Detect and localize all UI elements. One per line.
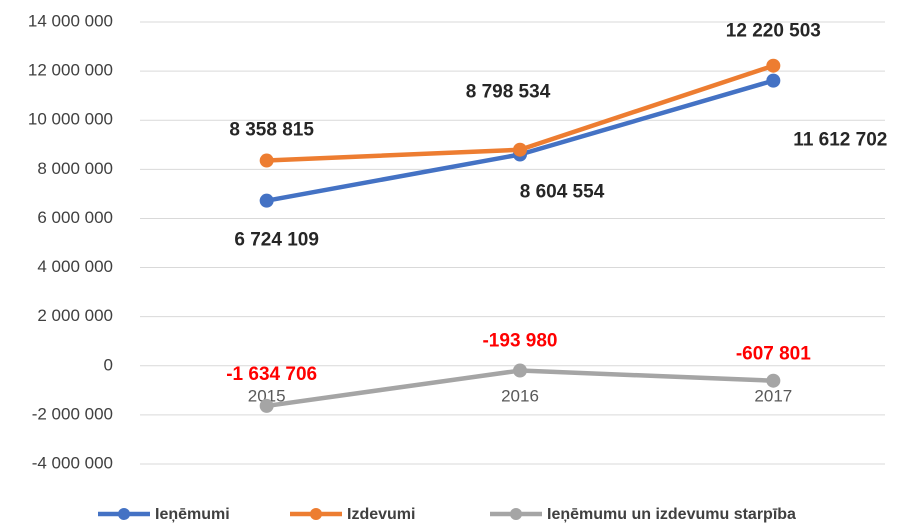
- point: [259, 398, 274, 413]
- data-label: 12 220 503: [726, 21, 821, 42]
- point: [766, 373, 781, 388]
- point: [259, 153, 274, 168]
- y-tick-label: 4 000 000: [37, 257, 113, 276]
- y-tick-label: 0: [104, 355, 113, 374]
- point: [513, 363, 527, 378]
- y-tick-label: 8 000 000: [37, 159, 113, 178]
- y-tick-label: -4 000 000: [32, 453, 113, 472]
- data-label: 8 358 815: [229, 120, 314, 141]
- x-tick-label: 2017: [754, 386, 792, 405]
- data-label: -1 634 706: [226, 364, 317, 385]
- legend-label: Ieņēmumu un izdevumu starpība: [547, 506, 796, 523]
- data-label: -607 801: [736, 344, 811, 365]
- y-tick-label: 2 000 000: [37, 306, 113, 325]
- legend-marker: [310, 508, 322, 520]
- data-label: 8 798 534: [466, 82, 551, 103]
- y-tick-label: 10 000 000: [28, 110, 113, 129]
- legend-label: Izdevumi: [347, 506, 415, 523]
- y-tick-label: 14 000 000: [28, 11, 113, 30]
- y-tick-label: 12 000 000: [28, 61, 113, 80]
- data-label: 8 604 554: [520, 182, 605, 203]
- point: [766, 58, 781, 73]
- y-tick-label: -2 000 000: [32, 404, 113, 423]
- legend-label: Ieņēmumi: [155, 506, 230, 523]
- x-tick-label: 2015: [248, 386, 286, 405]
- data-label: 6 724 109: [234, 230, 319, 251]
- y-tick-label: 6 000 000: [37, 208, 113, 227]
- point: [513, 142, 527, 157]
- point: [766, 73, 781, 88]
- point: [259, 193, 274, 208]
- legend-marker: [510, 508, 522, 520]
- data-label: -193 980: [482, 331, 557, 352]
- x-tick-label: 2016: [501, 386, 539, 405]
- data-label: 11 612 702: [793, 130, 887, 151]
- legend-marker: [118, 508, 130, 520]
